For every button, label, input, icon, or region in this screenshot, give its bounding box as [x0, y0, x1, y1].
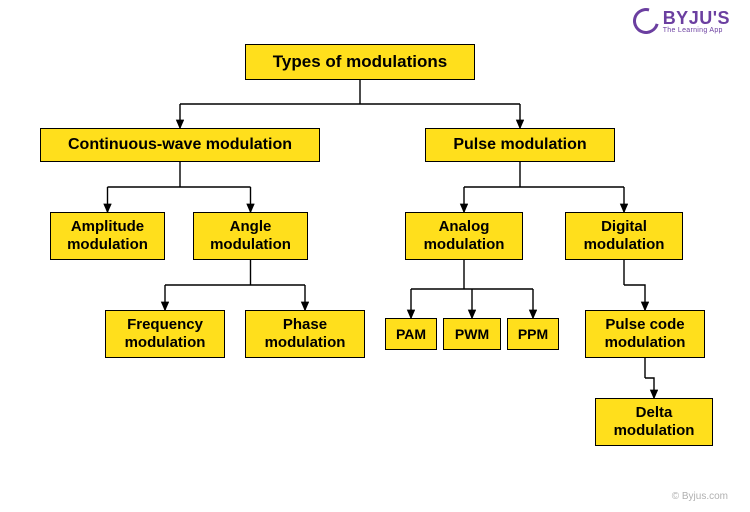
- node-pam: PAM: [385, 318, 437, 350]
- node-angle: Anglemodulation: [193, 212, 308, 260]
- node-pulse: Pulse modulation: [425, 128, 615, 162]
- copyright-text: © Byjus.com: [672, 491, 728, 502]
- node-amp: Amplitudemodulation: [50, 212, 165, 260]
- node-ppm: PPM: [507, 318, 559, 350]
- node-cw: Continuous-wave modulation: [40, 128, 320, 162]
- node-phase: Phasemodulation: [245, 310, 365, 358]
- diagram-canvas: Types of modulations Continuous-wave modu…: [15, 20, 735, 482]
- node-pcm: Pulse codemodulation: [585, 310, 705, 358]
- node-root: Types of modulations: [245, 44, 475, 80]
- node-delta: Deltamodulation: [595, 398, 713, 446]
- node-analog: Analogmodulation: [405, 212, 523, 260]
- node-freq: Frequencymodulation: [105, 310, 225, 358]
- node-digital: Digitalmodulation: [565, 212, 683, 260]
- node-pwm: PWM: [443, 318, 501, 350]
